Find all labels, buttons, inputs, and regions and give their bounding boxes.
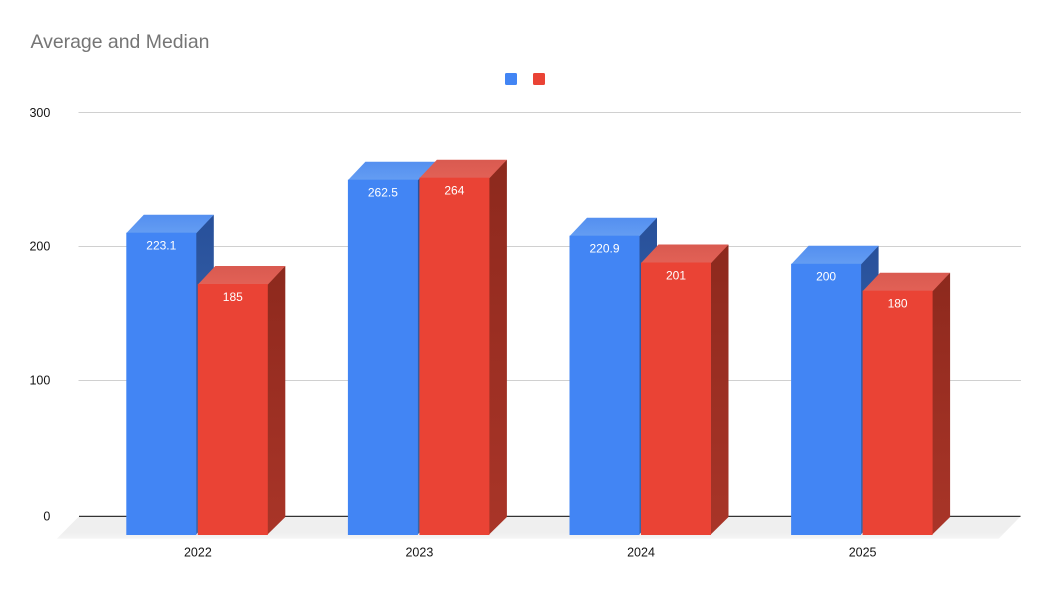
svg-text:200: 200: [816, 270, 836, 284]
svg-text:185: 185: [223, 290, 243, 304]
svg-text:262.5: 262.5: [368, 186, 398, 200]
svg-text:220.9: 220.9: [589, 242, 619, 256]
svg-text:201: 201: [666, 268, 686, 282]
svg-text:2025: 2025: [849, 545, 877, 559]
svg-text:Average and Median: Average and Median: [31, 31, 210, 53]
svg-text:2022: 2022: [184, 545, 212, 559]
svg-text:223.1: 223.1: [146, 239, 176, 253]
svg-text:200: 200: [29, 240, 50, 254]
svg-text:264: 264: [444, 184, 464, 198]
svg-text:100: 100: [29, 374, 50, 388]
svg-text:300: 300: [29, 106, 50, 120]
svg-text:2024: 2024: [627, 545, 655, 559]
svg-text:2023: 2023: [405, 545, 433, 559]
svg-text:180: 180: [888, 297, 908, 311]
svg-text:0: 0: [43, 509, 50, 523]
